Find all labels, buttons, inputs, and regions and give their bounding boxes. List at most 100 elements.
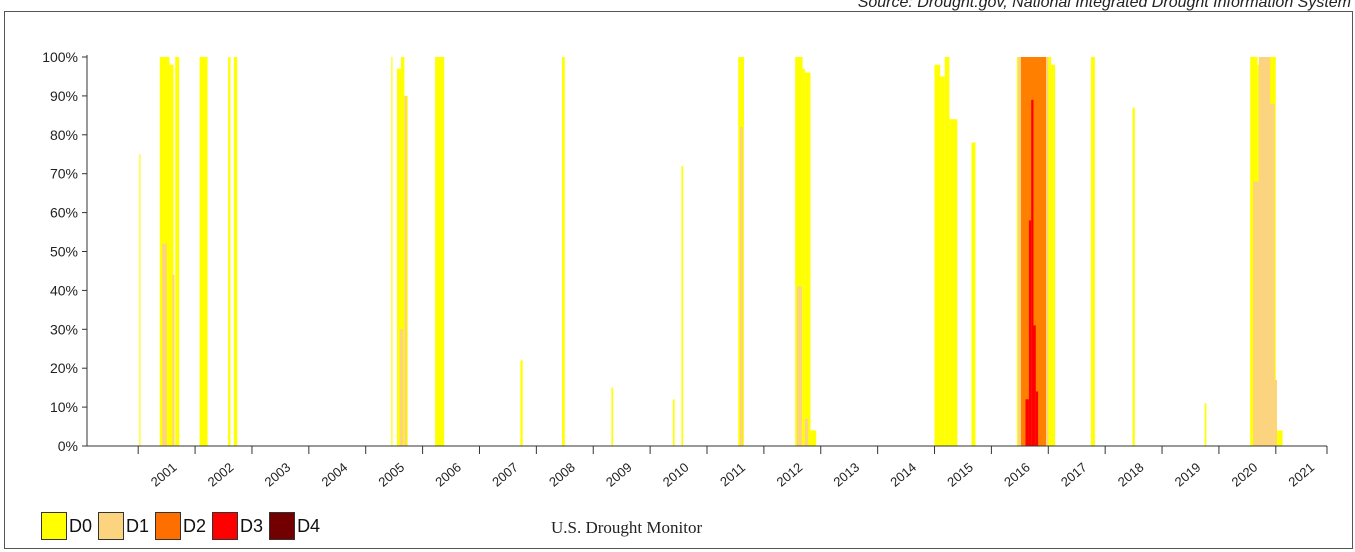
bar-d0-29 bbox=[1090, 57, 1095, 446]
series-d1 bbox=[162, 57, 1277, 447]
bar-d0-26 bbox=[971, 142, 976, 446]
legend-swatch bbox=[41, 512, 67, 540]
x-tick-label: 2008 bbox=[546, 460, 578, 490]
y-tick-label: 0% bbox=[58, 438, 78, 454]
x-tick-label: 2021 bbox=[1285, 459, 1317, 489]
bar-d0-4 bbox=[199, 57, 208, 446]
bar-d0-2 bbox=[169, 64, 174, 447]
bar-d0-6 bbox=[233, 57, 238, 446]
bar-d1-2 bbox=[399, 329, 404, 446]
x-tick-label: 2009 bbox=[603, 460, 635, 490]
bar-d0-24 bbox=[944, 57, 950, 446]
legend-label: D2 bbox=[183, 515, 207, 536]
bar-d3-3 bbox=[1035, 391, 1039, 446]
bar-d0-22 bbox=[934, 64, 941, 447]
bar-d0-5 bbox=[228, 57, 231, 446]
y-tick-label: 100% bbox=[42, 49, 78, 65]
y-tick-label: 10% bbox=[50, 399, 78, 415]
x-tick-label: 2019 bbox=[1172, 460, 1204, 490]
bar-d0-9 bbox=[401, 57, 405, 446]
bar-d0-31 bbox=[1204, 403, 1207, 446]
chart-frame: 0% 10% 20% 30% 40% 50% 60% 70% 80% 90% 100% 2001 200… bbox=[4, 11, 1353, 549]
bar-d0-8 bbox=[397, 68, 401, 446]
legend-label: D4 bbox=[297, 515, 321, 536]
bar-d0-16 bbox=[681, 165, 684, 446]
bar-d1-6 bbox=[804, 418, 809, 446]
x-tick-label: 2015 bbox=[944, 460, 976, 490]
x-tick-label: 2010 bbox=[660, 460, 692, 490]
legend-label: D0 bbox=[69, 515, 93, 536]
bar-d0-0 bbox=[139, 154, 141, 447]
bar-d1-1 bbox=[172, 274, 175, 446]
x-tick-label: 2005 bbox=[375, 460, 407, 490]
legend-item-d3: D3 bbox=[212, 512, 263, 540]
bar-d1-10 bbox=[1270, 103, 1275, 446]
x-tick-label: 2020 bbox=[1229, 460, 1261, 490]
bar-d0-20 bbox=[804, 72, 811, 446]
bar-d0-11 bbox=[435, 57, 445, 446]
bar-d0-18 bbox=[795, 57, 803, 446]
legend-item-d1: D1 bbox=[98, 512, 149, 540]
legend-item-d0: D0 bbox=[41, 512, 92, 540]
bar-d0-30 bbox=[1132, 107, 1135, 446]
bar-d0-14 bbox=[611, 387, 614, 446]
bar-d0-12 bbox=[520, 360, 523, 446]
bar-d0-23 bbox=[940, 76, 945, 446]
x-tick-label: 2011 bbox=[717, 460, 748, 489]
bar-d0-7 bbox=[391, 57, 393, 446]
series-d3 bbox=[1025, 99, 1039, 447]
y-tick-label: 60% bbox=[50, 205, 78, 221]
x-tick-label: 2013 bbox=[830, 460, 862, 490]
bar-d0-3 bbox=[175, 57, 180, 446]
bar-d1-3 bbox=[404, 95, 407, 447]
bar-d1-8 bbox=[1253, 181, 1259, 446]
bar-d1-11 bbox=[1274, 379, 1277, 446]
bar-d0-35 bbox=[1275, 430, 1283, 446]
y-tick-label: 30% bbox=[50, 321, 78, 337]
bar-d1-0 bbox=[162, 243, 167, 446]
bar-d3-0 bbox=[1028, 220, 1032, 446]
legend-item-d4: D4 bbox=[269, 512, 320, 540]
y-tick-label: 90% bbox=[50, 88, 78, 104]
bar-d1-5 bbox=[796, 286, 802, 446]
bar-d0-13 bbox=[562, 57, 565, 446]
x-tick-label: 2001 bbox=[148, 459, 180, 489]
legend-swatch bbox=[269, 512, 296, 540]
bar-d0-21 bbox=[810, 430, 817, 446]
bar-d0-19 bbox=[802, 68, 805, 446]
x-tick-label: 2017 bbox=[1058, 459, 1090, 489]
y-tick-label: 50% bbox=[50, 244, 78, 260]
legend-item-d2: D2 bbox=[155, 512, 206, 540]
bar-d1-4 bbox=[740, 127, 743, 446]
x-tick-label: 2007 bbox=[489, 460, 521, 490]
bar-d0-15 bbox=[672, 399, 675, 446]
series-layer bbox=[139, 57, 1283, 447]
x-tick-label: 2016 bbox=[1001, 459, 1033, 489]
legend-swatch bbox=[98, 512, 125, 540]
legend-label: D1 bbox=[126, 515, 150, 536]
legend-label: D3 bbox=[240, 515, 264, 536]
bar-d0-28 bbox=[1051, 64, 1056, 447]
x-tick-label: 2003 bbox=[262, 460, 294, 490]
y-tick-label: 80% bbox=[50, 127, 78, 143]
drought-area-chart: 0% 10% 20% 30% 40% 50% 60% 70% 80% 90% 100% 2001 200… bbox=[42, 49, 1328, 490]
y-tick-label: 40% bbox=[50, 282, 78, 298]
legend: D0 D1 D2 D3 D4 bbox=[41, 512, 326, 540]
x-tick-label: 2004 bbox=[318, 460, 350, 490]
x-tick-label: 2018 bbox=[1115, 460, 1147, 490]
x-tick-label: 2002 bbox=[205, 460, 237, 490]
series-d0 bbox=[139, 57, 1283, 447]
bar-d0-25 bbox=[949, 119, 958, 446]
bar-d3-4 bbox=[1025, 399, 1029, 446]
bar-d1-9 bbox=[1258, 57, 1271, 446]
legend-swatch bbox=[212, 512, 239, 540]
x-tick-label: 2006 bbox=[432, 459, 464, 489]
monitor-label: U.S. Drought Monitor bbox=[551, 518, 703, 537]
source-note: Source: Drought.gov, National Integrated… bbox=[857, 0, 1351, 11]
bar-d3-2 bbox=[1033, 325, 1036, 446]
y-tick-label: 20% bbox=[50, 360, 78, 376]
bar-d3-1 bbox=[1031, 99, 1034, 447]
legend-swatch bbox=[155, 512, 182, 540]
x-tick-label: 2014 bbox=[887, 460, 919, 490]
y-tick-label: 70% bbox=[50, 166, 78, 182]
